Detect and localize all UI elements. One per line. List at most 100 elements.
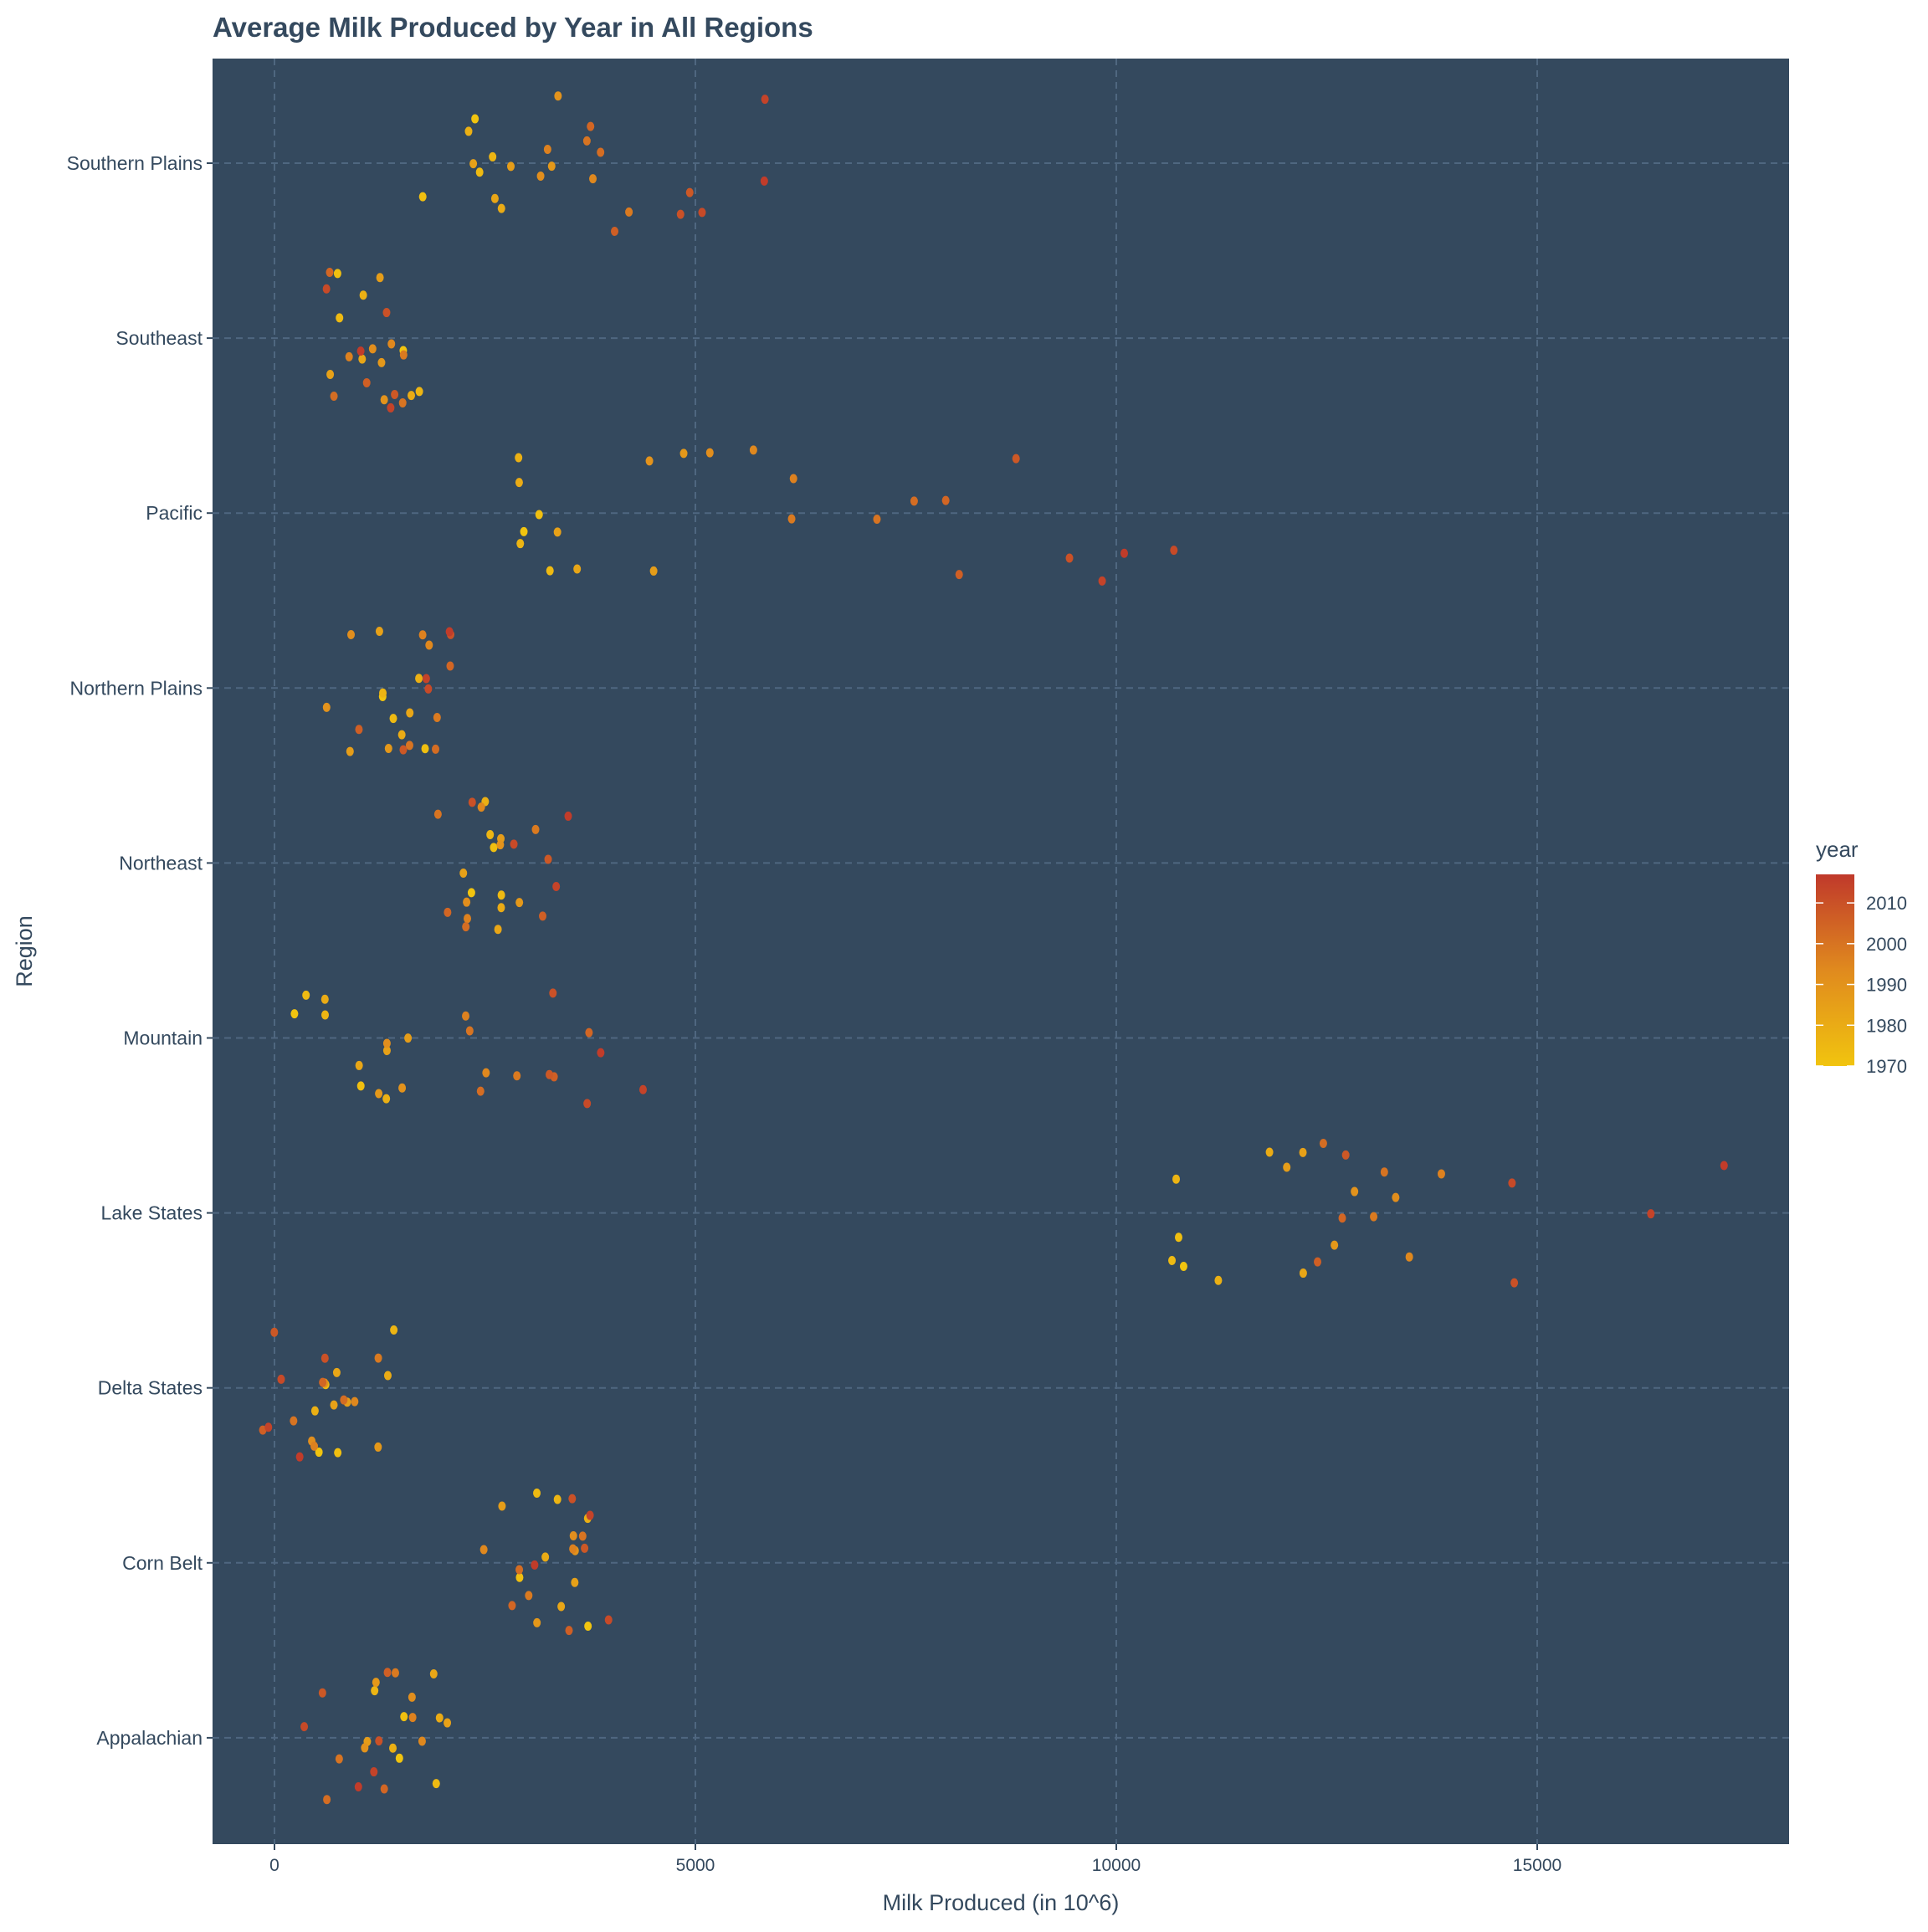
data-points [259, 91, 1728, 1805]
data-point [476, 1086, 485, 1096]
data-point [433, 713, 441, 723]
data-point [761, 95, 769, 105]
data-point [310, 1441, 319, 1451]
data-point [374, 1353, 382, 1363]
data-point [568, 1494, 577, 1504]
data-point [582, 136, 591, 146]
data-point [351, 1396, 359, 1407]
data-point [356, 1081, 365, 1091]
data-point [597, 1048, 605, 1058]
data-point [391, 1668, 399, 1678]
data-point [355, 1060, 363, 1070]
data-point [584, 1621, 592, 1631]
color-legend: year 2010 2000 1990 1980 1970 [1816, 837, 1907, 1077]
data-point [319, 1377, 327, 1387]
data-point [676, 209, 685, 219]
data-point [374, 1442, 382, 1452]
data-point [1319, 1138, 1327, 1148]
y-axis-ticks: Southern Plains Southeast Pacific Northern … [67, 152, 213, 1749]
data-point [490, 843, 498, 853]
y-tick-label: Northern Plains [69, 677, 203, 699]
data-point [432, 744, 440, 754]
y-tick-label: Mountain [123, 1027, 203, 1049]
legend-title: year [1816, 837, 1859, 862]
data-point [497, 903, 505, 913]
data-point [515, 453, 523, 463]
data-point [444, 1718, 452, 1728]
data-point [1120, 548, 1129, 558]
data-point [361, 1743, 369, 1753]
data-point [264, 1422, 273, 1432]
legend-tick-label: 1980 [1866, 1015, 1907, 1036]
data-point [290, 1009, 299, 1019]
data-point [408, 1713, 417, 1723]
data-point [375, 1736, 383, 1746]
data-point [356, 346, 365, 356]
data-point [520, 526, 528, 536]
data-point [421, 744, 429, 754]
data-point [383, 1371, 392, 1381]
data-point [435, 1713, 444, 1723]
data-point [557, 1601, 566, 1612]
data-point [377, 357, 386, 367]
legend-tick-label: 2000 [1866, 934, 1907, 955]
data-point [543, 144, 551, 154]
data-point [333, 269, 341, 279]
data-point [533, 1617, 541, 1627]
data-point [469, 159, 478, 169]
data-point [362, 377, 371, 387]
data-point [330, 391, 338, 401]
gridlines [213, 59, 1789, 1844]
data-point [515, 1572, 524, 1582]
data-point [497, 203, 505, 213]
data-point [398, 1083, 407, 1093]
data-point [326, 369, 335, 379]
data-point [320, 994, 329, 1004]
data-point [464, 126, 473, 136]
data-point [347, 629, 356, 639]
data-point [552, 881, 561, 891]
data-point [581, 1543, 589, 1553]
y-tick-label: Southern Plains [67, 152, 203, 174]
data-point [446, 661, 454, 671]
data-point [531, 824, 540, 834]
y-tick-label: Appalachian [96, 1727, 203, 1749]
y-tick-label: Pacific [146, 502, 203, 524]
data-point [387, 339, 396, 349]
data-point [489, 151, 497, 161]
data-point [490, 193, 499, 203]
data-point [573, 564, 582, 574]
data-point [345, 351, 353, 361]
data-point [589, 174, 597, 184]
data-point [408, 391, 416, 401]
data-point [382, 308, 391, 318]
data-point [569, 1544, 577, 1554]
data-point [346, 746, 354, 756]
data-point [536, 171, 545, 181]
data-point [645, 456, 654, 466]
data-point [1405, 1252, 1413, 1262]
data-point [375, 626, 383, 636]
data-point [1174, 1232, 1182, 1243]
legend-tick-label: 1970 [1866, 1056, 1907, 1077]
data-point [638, 1084, 647, 1094]
data-point [425, 640, 433, 650]
data-point [335, 1754, 343, 1764]
data-point [315, 1448, 323, 1458]
data-point [541, 1552, 550, 1562]
data-point [873, 514, 881, 524]
data-point [400, 1712, 408, 1722]
data-point [389, 1743, 397, 1753]
data-point [405, 741, 413, 751]
data-point [544, 854, 552, 864]
data-point [604, 1615, 613, 1625]
data-point [649, 566, 658, 576]
data-point [546, 566, 554, 576]
data-point [1380, 1167, 1388, 1177]
data-point [1168, 1255, 1177, 1265]
x-tick-label: 0 [269, 1856, 279, 1875]
data-point [515, 478, 523, 488]
data-point [1179, 1261, 1187, 1271]
data-point [302, 990, 310, 1000]
data-point [372, 1678, 380, 1688]
